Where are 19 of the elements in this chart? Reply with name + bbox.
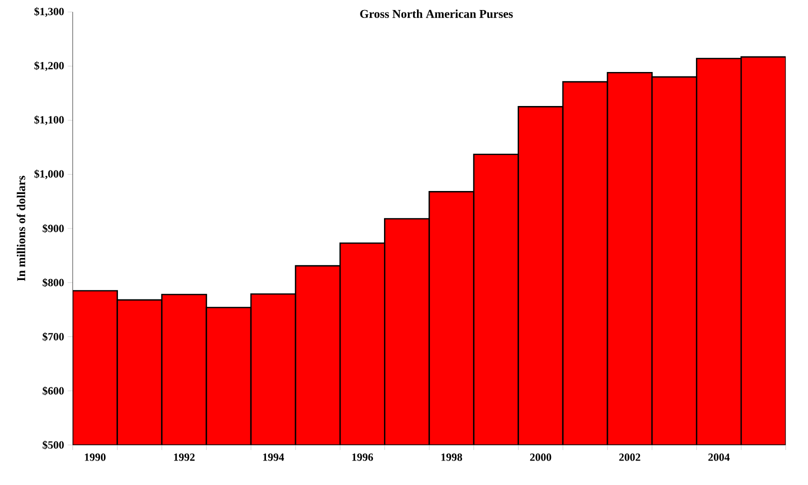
y-tick-label: $1,100	[34, 115, 64, 126]
y-tick-label: $500	[42, 440, 64, 450]
y-tick-label: $800	[42, 278, 64, 287]
x-tick-label: 1994	[263, 454, 284, 461]
y-tick-label: $1,200	[34, 61, 64, 71]
x-tick-label: 1992	[174, 454, 195, 461]
x-tick-label: 2004	[708, 454, 730, 461]
y-axis-title: In millions of dollars	[16, 176, 26, 282]
x-tick-label: 1998	[441, 454, 462, 461]
y-tick-label: $700	[42, 332, 64, 342]
y-tick-label: $900	[42, 224, 64, 233]
y-tick-label: $600	[42, 386, 64, 396]
y-tick-label: $1,300	[34, 7, 64, 17]
y-tick-label: $1,000	[34, 170, 64, 180]
x-tick-label: 1996	[352, 454, 374, 461]
x-tick-label: 2000	[530, 454, 552, 461]
x-tick-label: 1990	[84, 454, 106, 461]
chart-title: Gross North American Purses	[360, 10, 513, 18]
x-tick-label: 2002	[619, 454, 640, 461]
